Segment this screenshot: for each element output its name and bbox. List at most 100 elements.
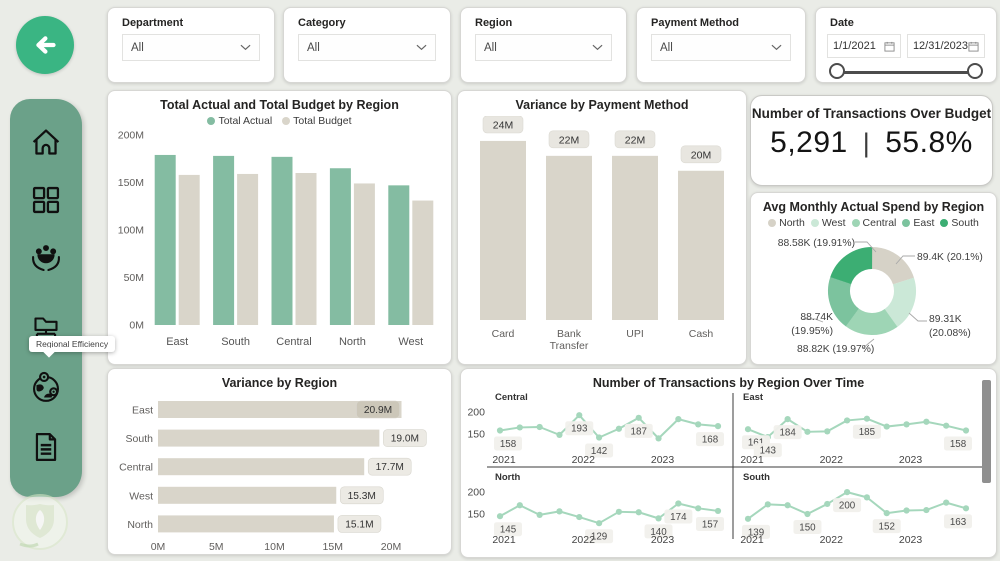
- payment-bar[interactable]: [546, 156, 592, 321]
- data-point[interactable]: [923, 507, 930, 514]
- data-point[interactable]: [655, 435, 662, 442]
- data-point[interactable]: [595, 434, 603, 441]
- point-label-chip: [696, 432, 724, 447]
- data-point[interactable]: [496, 513, 504, 520]
- region-bar[interactable]: [158, 515, 334, 533]
- slider-handle-end[interactable]: [967, 63, 983, 79]
- category-dropdown[interactable]: All: [298, 34, 436, 61]
- data-point[interactable]: [883, 510, 890, 517]
- report-document-icon[interactable]: [25, 426, 67, 468]
- chart-scrollbar[interactable]: [982, 380, 991, 483]
- legend-item[interactable]: Total Budget: [282, 115, 352, 127]
- data-point[interactable]: [863, 415, 871, 423]
- data-point[interactable]: [655, 515, 662, 522]
- budget-bar[interactable]: [353, 183, 375, 326]
- data-point[interactable]: [824, 428, 831, 435]
- region-bar[interactable]: [158, 401, 402, 419]
- horizontal-bar-chart[interactable]: East 20.9M South 19.0M Central 17.7M West 15.3M…: [112, 392, 447, 552]
- leader-line: [862, 339, 875, 349]
- data-point[interactable]: [843, 417, 851, 424]
- actual-bar[interactable]: [388, 185, 410, 326]
- svg-text:20M: 20M: [691, 150, 711, 162]
- data-point[interactable]: [824, 501, 831, 508]
- region-dropdown[interactable]: All: [475, 34, 612, 61]
- chart-card-avg-spend-donut: Avg Monthly Actual Spend by Region North…: [750, 192, 997, 365]
- donut-slice-west[interactable]: [828, 247, 916, 336]
- data-point[interactable]: [615, 509, 623, 516]
- data-point[interactable]: [744, 426, 752, 433]
- data-point[interactable]: [943, 499, 950, 507]
- data-point[interactable]: [883, 423, 890, 431]
- date-end-input[interactable]: 12/31/2023: [906, 34, 985, 58]
- data-point[interactable]: [784, 416, 791, 423]
- legend-item[interactable]: East: [902, 217, 934, 229]
- data-point[interactable]: [744, 516, 752, 523]
- legend-item[interactable]: North: [768, 217, 805, 229]
- data-point[interactable]: [675, 416, 682, 423]
- data-point[interactable]: [556, 432, 563, 439]
- grouped-bar-chart[interactable]: 0M 50M 100M 150M 200M East South Central North We…: [112, 129, 447, 357]
- payment-bar[interactable]: [612, 156, 658, 321]
- budget-bar[interactable]: [178, 175, 200, 326]
- donut-chart[interactable]: [751, 229, 994, 360]
- data-point[interactable]: [962, 505, 970, 512]
- data-point[interactable]: [804, 511, 811, 518]
- data-point[interactable]: [635, 415, 642, 422]
- region-bar[interactable]: [158, 487, 337, 505]
- data-point[interactable]: [576, 412, 583, 419]
- data-point[interactable]: [496, 427, 504, 434]
- payment-method-dropdown[interactable]: All: [651, 34, 791, 61]
- data-point[interactable]: [595, 520, 603, 527]
- payment-bar[interactable]: [678, 171, 724, 321]
- data-point[interactable]: [576, 514, 583, 521]
- data-point[interactable]: [804, 429, 811, 436]
- budget-bar[interactable]: [412, 200, 434, 326]
- data-point[interactable]: [764, 501, 771, 508]
- region-bar[interactable]: [158, 458, 365, 476]
- legend-item[interactable]: Central: [851, 217, 896, 229]
- donut-slice-south[interactable]: [828, 247, 916, 336]
- data-point[interactable]: [784, 502, 791, 509]
- globe-location-icon[interactable]: [25, 366, 67, 408]
- actual-bar[interactable]: [271, 157, 293, 326]
- data-point[interactable]: [615, 426, 623, 433]
- home-icon[interactable]: [25, 122, 67, 164]
- data-point[interactable]: [536, 512, 543, 519]
- actual-bar[interactable]: [213, 156, 235, 326]
- legend-item[interactable]: West: [810, 217, 846, 229]
- slider-handle-start[interactable]: [829, 63, 845, 79]
- budget-bar[interactable]: [237, 174, 259, 326]
- data-point[interactable]: [714, 508, 722, 515]
- data-point[interactable]: [903, 421, 910, 428]
- payment-bar[interactable]: [480, 141, 526, 321]
- data-point[interactable]: [635, 509, 642, 516]
- data-point[interactable]: [943, 422, 950, 430]
- data-point[interactable]: [923, 419, 930, 426]
- actual-bar[interactable]: [329, 168, 351, 326]
- apps-grid-icon[interactable]: [25, 179, 67, 221]
- kpi-card-transactions-over-budget: Number of Transactions Over Budget 5,291…: [750, 95, 993, 186]
- data-point[interactable]: [516, 424, 523, 431]
- department-dropdown[interactable]: All: [122, 34, 260, 61]
- budget-bar[interactable]: [295, 173, 317, 326]
- data-point[interactable]: [903, 507, 910, 514]
- data-point[interactable]: [843, 489, 851, 496]
- community-care-icon[interactable]: [25, 238, 67, 280]
- back-button[interactable]: [16, 16, 74, 74]
- data-point[interactable]: [863, 494, 871, 501]
- data-point[interactable]: [536, 424, 543, 431]
- data-point[interactable]: [695, 421, 702, 428]
- date-start-input[interactable]: 1/1/2021: [827, 34, 901, 58]
- legend-item[interactable]: South: [940, 217, 979, 229]
- actual-bar[interactable]: [154, 155, 176, 326]
- data-point[interactable]: [556, 508, 563, 515]
- data-point[interactable]: [714, 423, 722, 430]
- legend-item[interactable]: Total Actual: [207, 115, 272, 127]
- region-bar[interactable]: [158, 429, 380, 447]
- data-point[interactable]: [962, 427, 970, 434]
- data-point[interactable]: [516, 502, 523, 509]
- data-point[interactable]: [675, 500, 682, 507]
- data-point[interactable]: [695, 505, 702, 512]
